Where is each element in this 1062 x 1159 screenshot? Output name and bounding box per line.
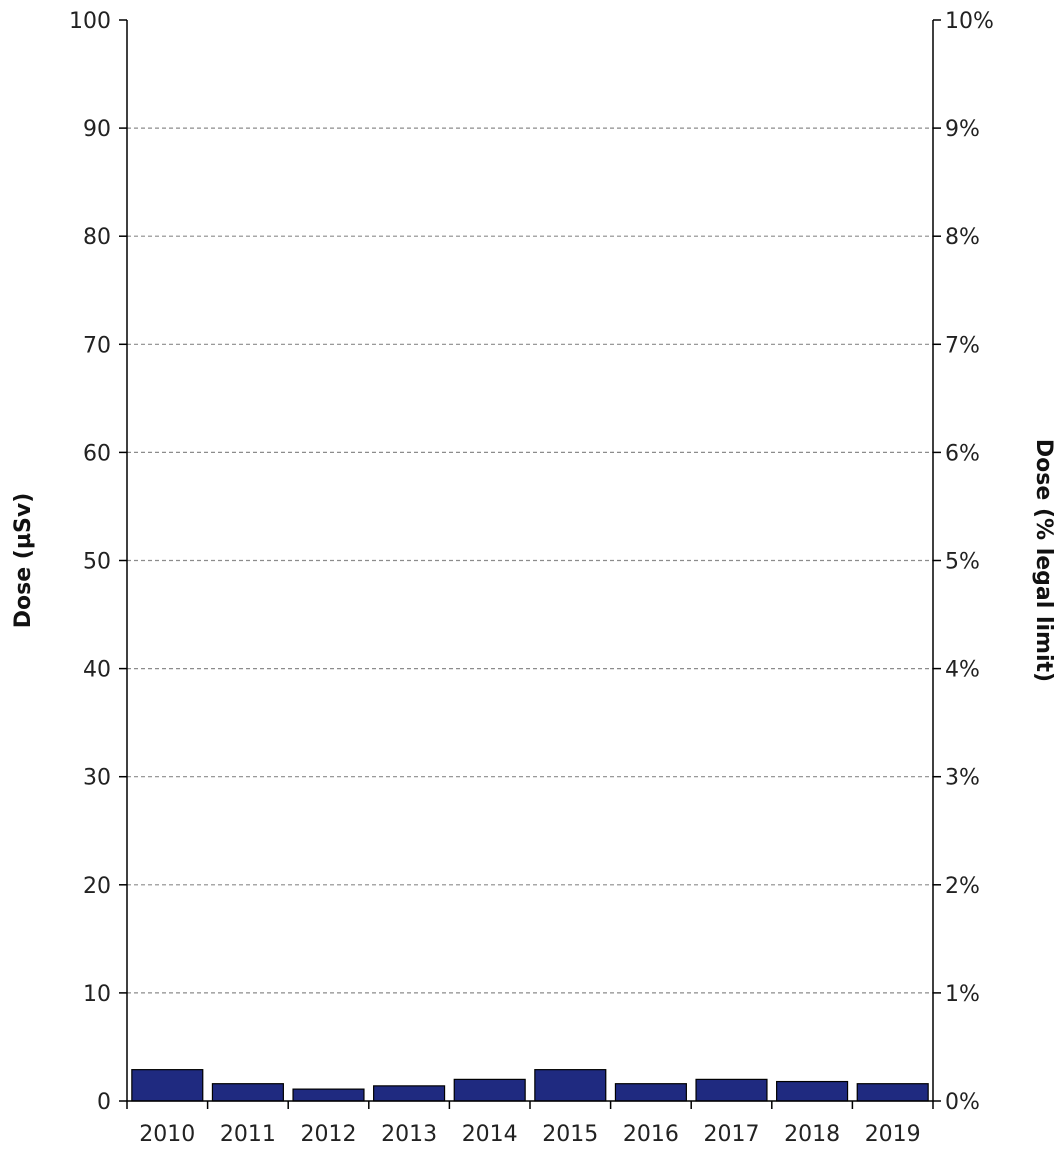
bar-2012: [292, 1088, 365, 1102]
left-tick-label: 90: [83, 117, 111, 142]
right-tick-label: 9%: [945, 117, 980, 142]
bar-2015: [534, 1069, 607, 1102]
right-axis-ticks: 0% 1% 2% 3% 4% 5% 6% 7% 8% 9% 10%: [933, 9, 994, 1115]
left-tick-label: 70: [83, 333, 111, 358]
left-tick-label: 100: [69, 9, 111, 34]
bar-2018: [776, 1080, 849, 1102]
bar-2013: [373, 1085, 446, 1102]
bar-2014: [453, 1078, 526, 1102]
left-axis-ticks: 0 10 20 30 40 50 60 70 80 90 100: [69, 9, 127, 1115]
right-axis-title: Dose (% legal limit): [1031, 439, 1056, 682]
right-tick-label: 0%: [945, 1090, 980, 1115]
right-tick-label: 6%: [945, 441, 980, 466]
right-tick-label: 4%: [945, 658, 980, 683]
bar-2019: [856, 1083, 929, 1102]
right-tick-label: 2%: [945, 874, 980, 899]
x-tick-label: 2014: [462, 1122, 518, 1147]
right-tick-label: 8%: [945, 225, 980, 250]
left-tick-label: 0: [97, 1090, 111, 1115]
x-tick-label: 2018: [784, 1122, 840, 1147]
right-tick-label: 1%: [945, 982, 980, 1007]
bar-2010: [131, 1069, 204, 1102]
left-tick-label: 60: [83, 441, 111, 466]
right-tick-label: 7%: [945, 333, 980, 358]
right-tick-label: 10%: [945, 9, 994, 34]
left-tick-label: 80: [83, 225, 111, 250]
x-tick-label: 2017: [704, 1122, 760, 1147]
left-tick-label: 40: [83, 658, 111, 683]
bar-2017: [695, 1078, 768, 1102]
left-tick-label: 30: [83, 766, 111, 791]
left-axis-title: Dose (µSv): [11, 493, 36, 629]
bars: [131, 1069, 929, 1102]
left-tick-label: 10: [83, 982, 111, 1007]
x-tick-label: 2010: [139, 1122, 195, 1147]
right-tick-label: 3%: [945, 766, 980, 791]
gridlines: [127, 127, 933, 994]
x-tick-label: 2016: [623, 1122, 679, 1147]
x-tick-label: 2012: [301, 1122, 357, 1147]
left-tick-label: 50: [83, 550, 111, 575]
bar-2011: [211, 1083, 284, 1102]
x-tick-label: 2011: [220, 1122, 276, 1147]
left-tick-label: 20: [83, 874, 111, 899]
right-tick-label: 5%: [945, 550, 980, 575]
x-tick-label: 2019: [865, 1122, 921, 1147]
x-axis-ticks: 2010 2011 2012 2013 2014 2015 2016 2017 2018 2019: [126, 1101, 934, 1147]
x-tick-label: 2013: [381, 1122, 437, 1147]
x-tick-label: 2015: [542, 1122, 598, 1147]
bar-2016: [614, 1083, 687, 1102]
